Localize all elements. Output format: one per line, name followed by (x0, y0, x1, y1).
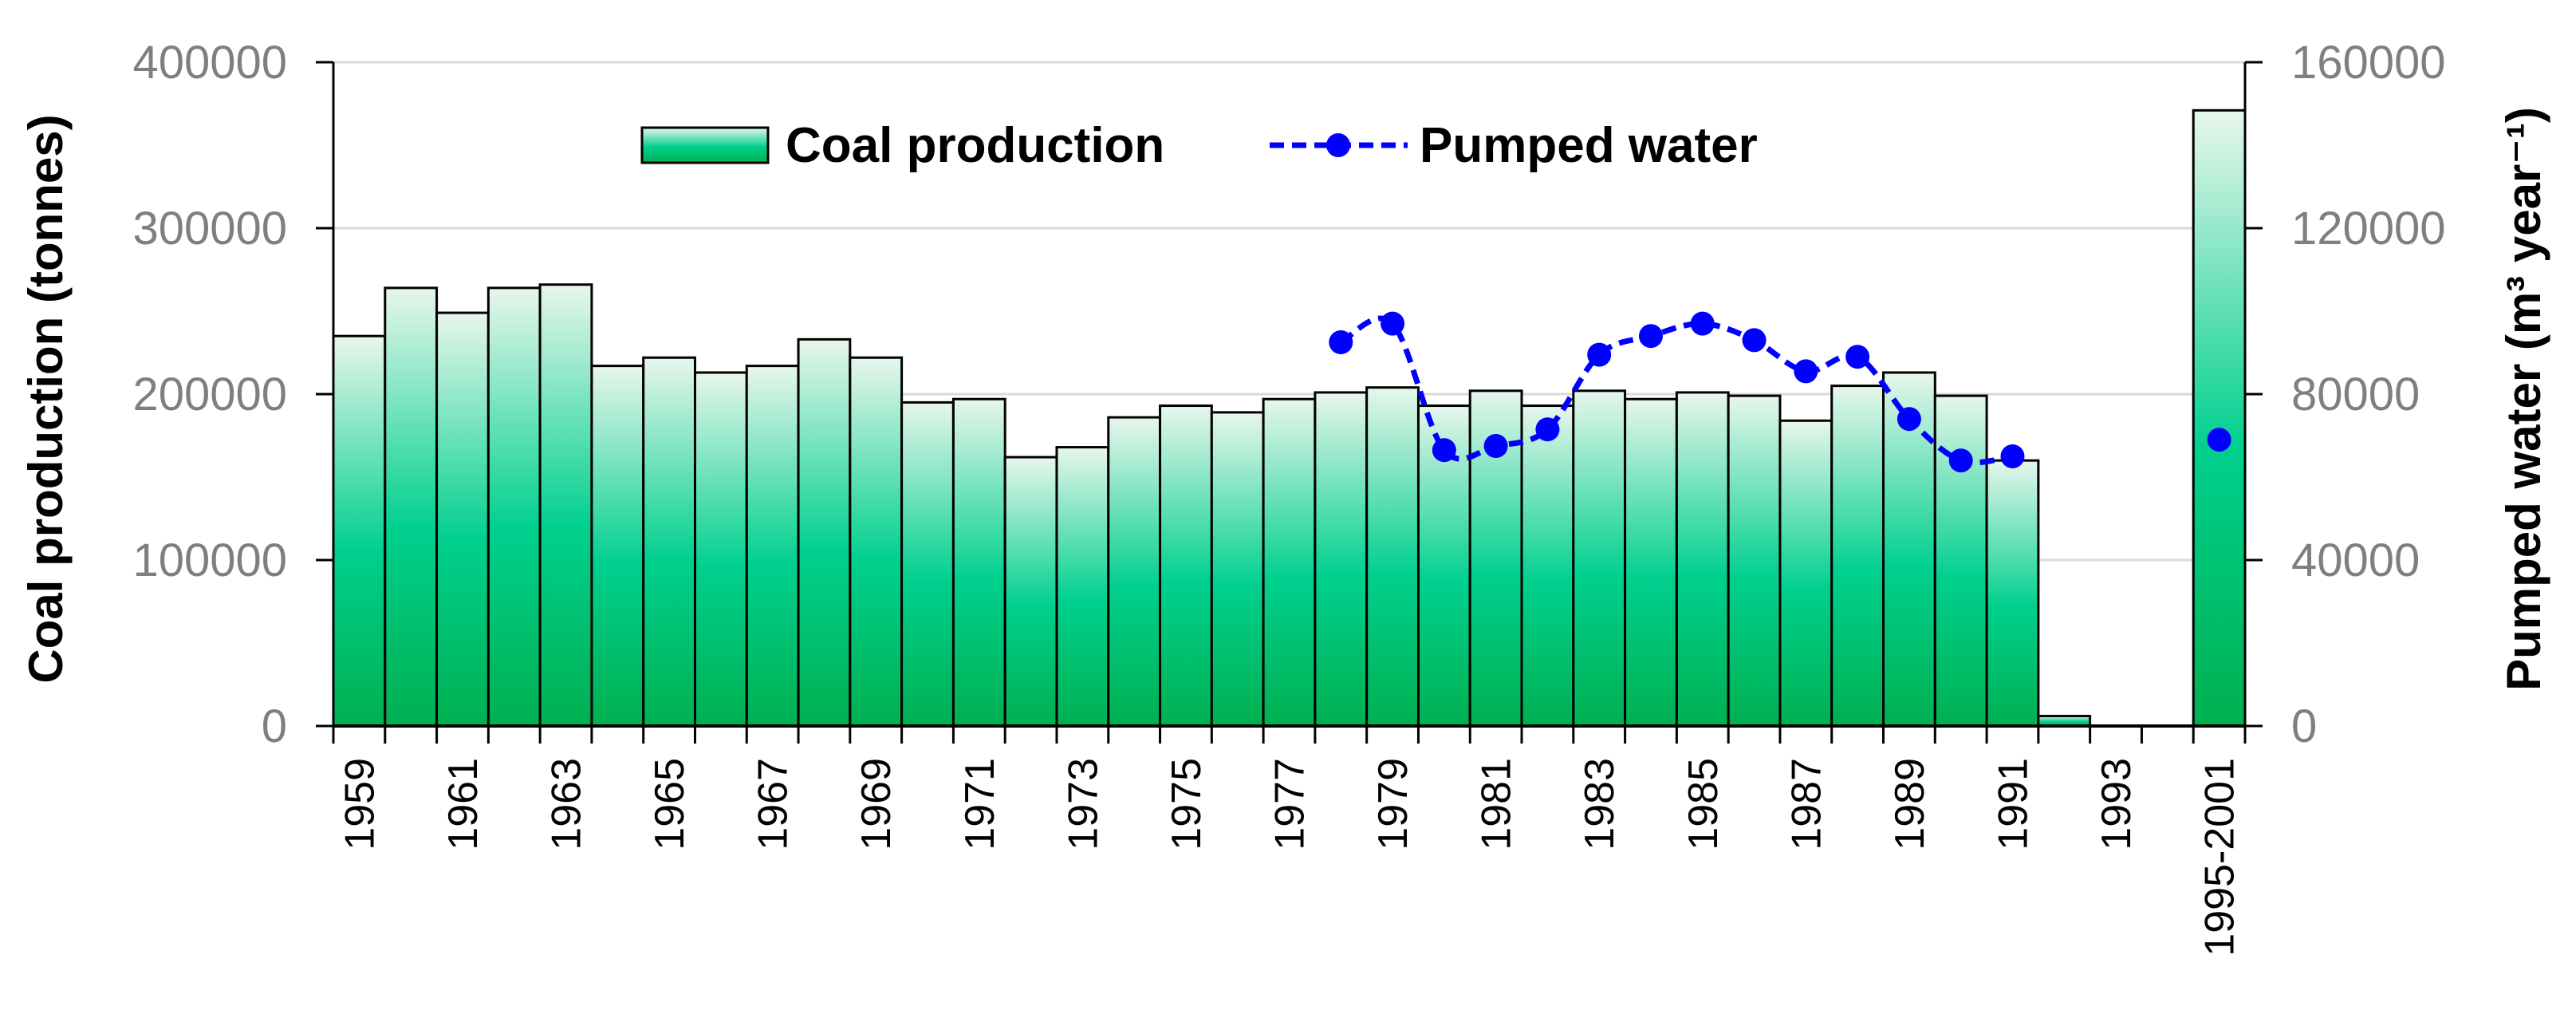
bar-1968 (797, 337, 852, 728)
y-tick-label-left: 0 (262, 700, 287, 752)
x-tick-label-1971: 1971 (957, 758, 1003, 850)
x-tick-label-1989: 1989 (1887, 758, 1933, 850)
x-tick-label-1963: 1963 (544, 758, 590, 850)
bar-1960 (384, 286, 439, 728)
coal-production-bars (332, 109, 2247, 728)
pumped-water-point-1989 (1897, 407, 1921, 432)
bar-1978 (1314, 391, 1369, 728)
bar-1984 (1624, 397, 1678, 728)
bar-1964 (590, 365, 645, 728)
bar-1974 (1107, 416, 1162, 728)
x-tick-label-1965: 1965 (647, 758, 693, 850)
y-tick-label-right: 40000 (2291, 535, 2420, 586)
pumped-water-point-1979 (1381, 311, 1405, 336)
legend: Coal production Pumped water (640, 118, 1758, 173)
pumped-water-point-1991 (2000, 444, 2025, 468)
y-tick-label-left: 100000 (132, 535, 287, 586)
x-tick-label-1983: 1983 (1577, 758, 1623, 850)
bar-1991 (1985, 459, 2040, 728)
bar-1990 (1933, 394, 1988, 728)
bar-1989 (1882, 371, 1936, 728)
x-tick-label-1985: 1985 (1680, 758, 1727, 850)
x-tick-label-1973: 1973 (1060, 758, 1106, 850)
pumped-water-point-1978 (1329, 330, 1353, 354)
bar-1971 (951, 397, 1006, 728)
bar-1983 (1572, 389, 1627, 728)
pumped-water-point-1995-2001 (2207, 428, 2231, 452)
x-tick-label-1959: 1959 (337, 758, 383, 850)
bar-1987 (1778, 419, 1834, 728)
bar-1979 (1365, 386, 1420, 728)
bar-1982 (1520, 404, 1575, 728)
legend-swatch-coal-production (640, 126, 770, 164)
pumped-water-point-1987 (1794, 359, 1818, 384)
x-tick-label-1975: 1975 (1164, 758, 1210, 850)
bar-1961 (435, 311, 490, 728)
x-tick-label-1977: 1977 (1267, 758, 1314, 850)
bar-1959 (332, 334, 387, 728)
pumped-water-point-1984 (1638, 324, 1663, 349)
tick-labels: 0 100000 200000 300000 400000 0 40000 80000 1200… (132, 37, 2445, 957)
bar-1967 (745, 365, 800, 728)
legend-label-coal-production: Coal production (786, 118, 1164, 173)
y-tick-label-left: 400000 (132, 37, 287, 89)
bar-1962 (486, 286, 542, 728)
legend-label-pumped-water: Pumped water (1420, 118, 1758, 173)
y-tick-label-right: 80000 (2291, 369, 2420, 420)
bar-1976 (1210, 411, 1265, 728)
bar-1970 (900, 400, 955, 728)
pumped-water-point-1983 (1587, 342, 1612, 367)
y-tick-label-left: 200000 (132, 369, 287, 420)
y-axis-title-right: Pumped water (m³ year⁻¹) (2497, 107, 2550, 691)
bar-1995-2001 (2192, 109, 2247, 728)
bar-1986 (1727, 394, 1782, 728)
x-tick-label-1995-2001: 1995-2001 (2197, 758, 2243, 957)
pumped-water-point-1986 (1742, 328, 1767, 353)
bar-1972 (1003, 456, 1058, 728)
x-tick-label-1969: 1969 (853, 758, 900, 850)
x-tick-label-1987: 1987 (1783, 758, 1830, 850)
pumped-water-point-1981 (1483, 434, 1508, 458)
y-axis-title-left: Coal production (tonnes) (19, 114, 73, 683)
bar-1977 (1262, 397, 1317, 728)
pumped-water-point-1990 (1948, 448, 1973, 473)
bar-1969 (849, 356, 904, 728)
pumped-water-point-1982 (1535, 417, 1560, 442)
y-tick-label-right: 160000 (2291, 37, 2446, 89)
axes (316, 61, 2263, 744)
bar-1975 (1159, 404, 1213, 728)
x-tick-label-1981: 1981 (1474, 758, 1520, 850)
bar-1985 (1675, 391, 1730, 728)
legend-swatch-pumped-water-marker (1326, 133, 1350, 157)
bar-1966 (693, 371, 748, 728)
bar-1988 (1830, 385, 1885, 728)
y-tick-label-right: 120000 (2291, 203, 2446, 254)
y-tick-label-right: 0 (2291, 700, 2317, 752)
x-tick-label-1993: 1993 (2093, 758, 2140, 850)
pumped-water-point-1980 (1432, 438, 1456, 463)
bar-1963 (538, 283, 593, 728)
bar-1965 (642, 356, 696, 728)
x-tick-label-1979: 1979 (1370, 758, 1416, 850)
pumped-water-point-1985 (1690, 311, 1715, 336)
x-tick-label-1961: 1961 (440, 758, 486, 850)
y-tick-label-left: 300000 (132, 203, 287, 254)
bar-1973 (1055, 446, 1110, 728)
x-tick-label-1991: 1991 (1990, 758, 2036, 850)
pumped-water-point-1988 (1845, 345, 1870, 369)
pumped-water-series (1329, 311, 2231, 473)
x-tick-label-1967: 1967 (750, 758, 797, 850)
